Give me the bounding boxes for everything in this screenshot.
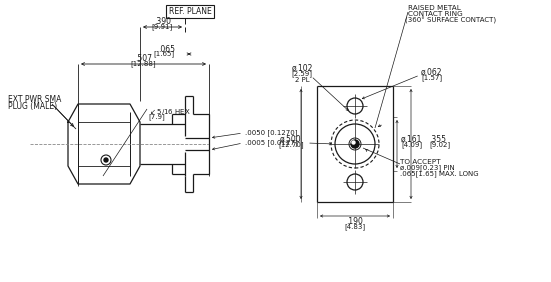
Text: [7.9]: [7.9] [148,114,165,120]
Text: (360° SURFACE CONTACT): (360° SURFACE CONTACT) [405,16,496,24]
Text: [4.09]: [4.09] [401,142,422,148]
Text: [9.91]: [9.91] [152,23,173,30]
Text: ø.500: ø.500 [280,135,302,144]
Text: [1.65]: [1.65] [154,51,175,57]
Text: .190: .190 [347,217,364,226]
Text: $\swarrow$5/16 HEX: $\swarrow$5/16 HEX [148,107,191,117]
Text: ø.062: ø.062 [421,67,442,76]
Text: .355: .355 [429,135,446,144]
Text: ø.102: ø.102 [291,63,312,72]
Text: REF. PLANE: REF. PLANE [169,8,212,17]
Text: .065[1.65] MAX. LONG: .065[1.65] MAX. LONG [400,171,479,177]
Text: [4.83]: [4.83] [344,224,365,230]
Text: .390: .390 [154,17,171,26]
Text: CONTACT RING: CONTACT RING [408,11,463,17]
Text: .065: .065 [158,45,175,54]
Text: [2.59]: [2.59] [291,70,312,77]
Circle shape [104,158,108,162]
Text: RAISED METAL: RAISED METAL [408,5,461,11]
Text: 2 PL: 2 PL [295,76,309,83]
Text: TO ACCEPT: TO ACCEPT [400,159,440,165]
Text: [1.57]: [1.57] [421,75,442,81]
Text: ø.161: ø.161 [401,135,423,144]
Text: [12.70]: [12.70] [278,142,304,148]
Circle shape [351,140,359,148]
Text: EXT PWR SMA: EXT PWR SMA [8,96,61,105]
Text: .507: .507 [135,54,152,63]
Circle shape [352,141,355,144]
Text: [9.02]: [9.02] [429,142,450,148]
Text: [12.88]: [12.88] [131,60,156,67]
Text: PLUG (MALE): PLUG (MALE) [8,102,57,111]
Text: .0050 [0.1270]: .0050 [0.1270] [245,130,298,136]
Text: ø.009[0.23] PIN: ø.009[0.23] PIN [400,165,455,171]
Text: .0005 [0.0127]: .0005 [0.0127] [245,140,298,146]
FancyBboxPatch shape [166,5,214,18]
